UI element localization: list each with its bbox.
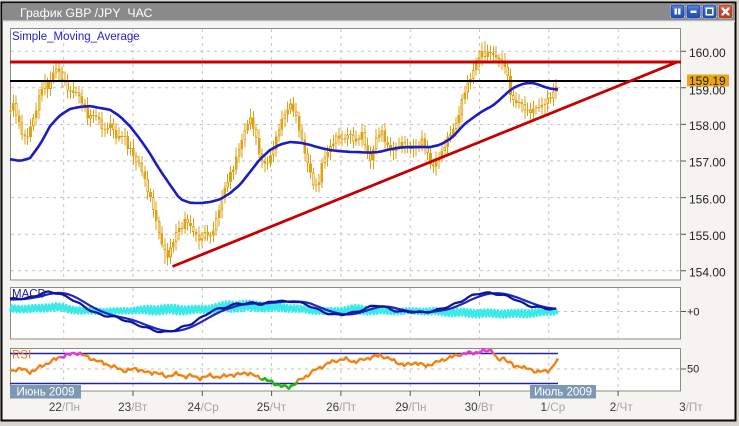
svg-text:160.00: 160.00 [689, 46, 726, 60]
svg-text:156.00: 156.00 [689, 192, 726, 206]
svg-text:Simple_Moving_Average: Simple_Moving_Average [12, 31, 140, 43]
svg-text:/Пт: /Пт [686, 401, 704, 414]
svg-text:24: 24 [187, 401, 201, 414]
svg-text:1: 1 [540, 401, 547, 414]
svg-text:29: 29 [395, 401, 408, 414]
svg-text:30: 30 [465, 401, 479, 414]
svg-text:+0: +0 [687, 307, 700, 319]
svg-text:RSI: RSI [12, 350, 31, 362]
svg-text:/Пт: /Пт [339, 401, 357, 414]
svg-text:159.19: 159.19 [689, 74, 726, 88]
svg-text:25: 25 [257, 401, 271, 414]
svg-text:2: 2 [610, 401, 617, 414]
svg-text:155.00: 155.00 [689, 229, 726, 243]
svg-text:159.00: 159.00 [689, 84, 726, 98]
svg-text:3: 3 [679, 401, 686, 414]
svg-text:/Вт: /Вт [131, 401, 148, 414]
svg-text:/Ср: /Ср [547, 401, 566, 414]
svg-text:Июль 2009: Июль 2009 [534, 387, 592, 399]
svg-text:157.00: 157.00 [689, 156, 726, 170]
svg-text:154.00: 154.00 [689, 266, 726, 280]
svg-text:График GBP /JPY ЧАС: График GBP /JPY ЧАС [20, 6, 153, 20]
svg-text:50: 50 [687, 364, 699, 376]
svg-text:26: 26 [326, 401, 339, 414]
svg-text:/Чт: /Чт [270, 401, 287, 414]
svg-text:/Чт: /Чт [616, 401, 633, 414]
svg-text:/Пн: /Пн [408, 401, 426, 414]
svg-text:22: 22 [49, 401, 62, 414]
svg-text:/Вт: /Вт [478, 401, 495, 414]
svg-text:23: 23 [118, 401, 131, 414]
svg-text:/Ср: /Ср [201, 401, 220, 414]
svg-text:MACD: MACD [12, 289, 46, 301]
svg-text:Июнь 2009: Июнь 2009 [16, 387, 74, 399]
svg-text:/Пн: /Пн [62, 401, 80, 414]
svg-text:158.00: 158.00 [689, 119, 726, 133]
